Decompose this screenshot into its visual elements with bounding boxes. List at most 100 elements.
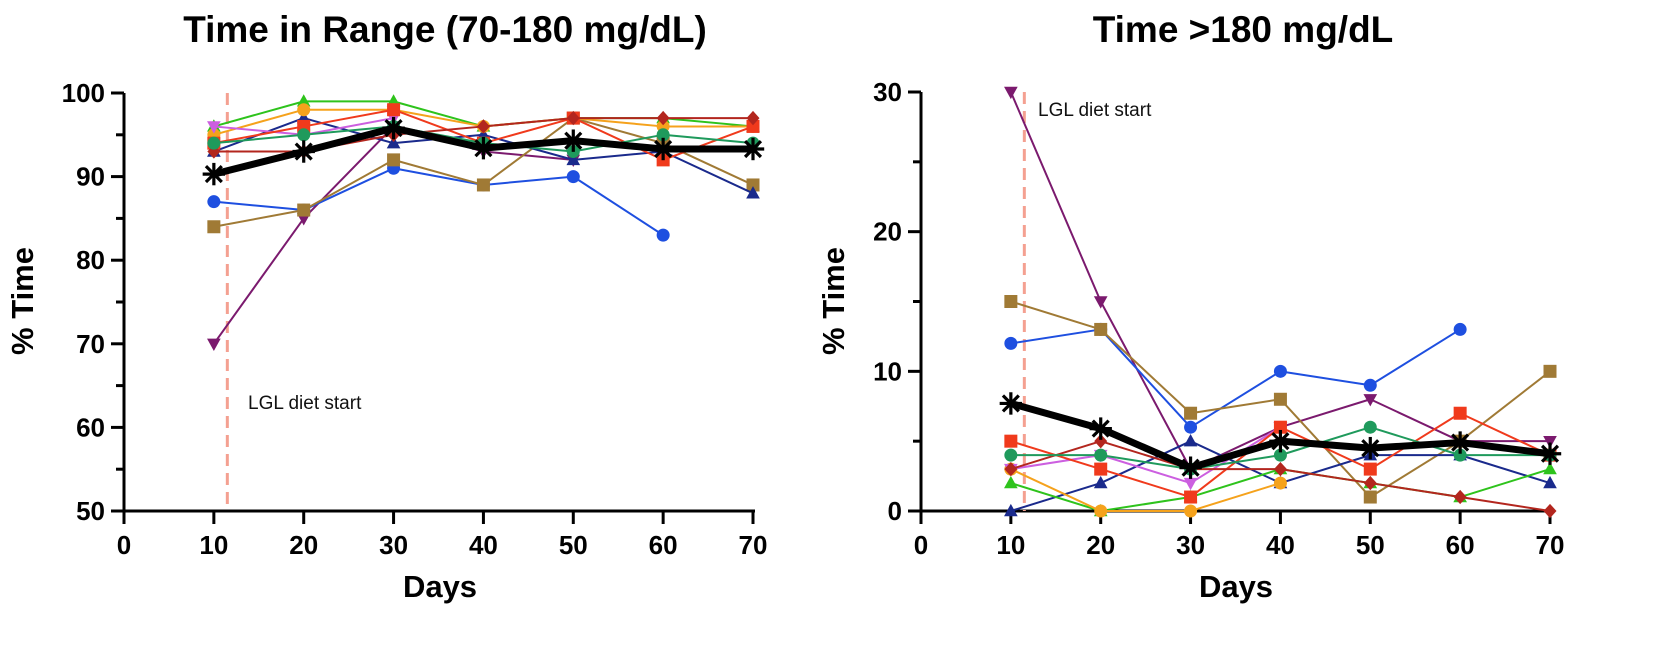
data-point — [1184, 406, 1198, 420]
data-point — [1543, 503, 1557, 519]
data-point — [1363, 475, 1377, 491]
data-point — [207, 338, 221, 351]
data-point — [297, 128, 311, 142]
data-point — [1269, 429, 1292, 453]
y-tick-label: 10 — [873, 356, 902, 386]
data-point — [1093, 475, 1108, 489]
data-point — [741, 137, 765, 161]
series-subject-orange — [1004, 462, 1287, 518]
x-axis-label: Days — [403, 569, 477, 604]
data-point — [1094, 504, 1108, 518]
y-axis-label: % Time — [5, 247, 40, 355]
data-point — [296, 94, 311, 107]
data-point — [297, 103, 311, 117]
x-axis-label: Days — [1199, 569, 1273, 604]
series-line-subject-purple — [1009, 91, 1551, 471]
annotation-lgl-diet-start: LGL diet start — [1038, 100, 1152, 121]
data-point — [1004, 86, 1018, 100]
x-tick-label: 50 — [559, 530, 588, 560]
data-point — [1543, 435, 1557, 449]
data-point — [1004, 434, 1018, 448]
x-tick-label: 30 — [1176, 530, 1205, 560]
chart-title: Time in Range (70-180 mg/dL) — [183, 9, 707, 50]
data-point — [651, 137, 675, 161]
data-point — [656, 110, 670, 126]
data-point — [1273, 448, 1287, 462]
data-point — [1363, 490, 1377, 504]
chart-time-in-range: Time in Range (70-180 mg/dL) % Time Days… — [5, 9, 767, 604]
y-tick-label: 50 — [76, 496, 105, 526]
data-point — [1094, 322, 1108, 336]
data-point — [202, 162, 226, 186]
data-point — [382, 116, 405, 140]
data-point — [1004, 336, 1018, 350]
data-point — [1453, 448, 1467, 462]
data-point — [1363, 378, 1377, 392]
data-point — [1273, 476, 1287, 490]
x-tick-label: 60 — [649, 530, 678, 560]
data-point — [566, 110, 580, 126]
data-point — [387, 103, 401, 117]
data-point — [1184, 420, 1198, 434]
chart-title: Time >180 mg/dL — [1093, 9, 1394, 50]
data-point — [207, 220, 221, 234]
x-tick-label: 10 — [199, 530, 228, 560]
y-axis-label: % Time — [816, 247, 851, 355]
data-point — [746, 119, 760, 133]
series-line-subject-blue — [212, 167, 665, 237]
data-point — [387, 153, 401, 167]
data-point — [1363, 394, 1378, 407]
data-point — [999, 392, 1023, 415]
data-point — [292, 140, 315, 163]
x-tick-label: 40 — [469, 530, 498, 560]
data-point — [1273, 364, 1287, 378]
data-point — [1004, 461, 1018, 477]
data-point — [746, 186, 760, 199]
x-tick-label: 40 — [1266, 530, 1295, 560]
x-tick-label: 60 — [1446, 530, 1475, 560]
x-tick-label: 50 — [1356, 530, 1385, 560]
series-subject-blue — [207, 161, 670, 242]
data-point — [1363, 462, 1377, 476]
data-point — [1543, 364, 1557, 378]
x-tick-label: 20 — [1086, 530, 1115, 560]
data-point — [1184, 504, 1198, 518]
data-point — [1094, 462, 1108, 476]
data-point — [562, 129, 585, 152]
data-point — [1363, 420, 1377, 434]
data-point — [476, 119, 490, 134]
series-line-subject-orange — [1009, 468, 1282, 512]
x-tick-label: 10 — [996, 530, 1025, 560]
data-point — [1543, 475, 1557, 489]
data-point — [1453, 489, 1467, 505]
data-point — [1273, 420, 1287, 434]
series-mean — [202, 116, 765, 186]
data-point — [207, 195, 221, 209]
data-point — [1094, 434, 1108, 449]
x-tick-label: 30 — [379, 530, 408, 560]
data-point — [207, 121, 221, 134]
x-tick-label: 20 — [289, 530, 318, 560]
data-point — [472, 136, 495, 160]
y-tick-label: 0 — [888, 496, 902, 526]
series-line-subject-blue — [1009, 328, 1462, 429]
annotation-lgl-diet-start: LGL diet start — [248, 393, 362, 414]
data-point — [1094, 448, 1108, 462]
y-tick-label: 20 — [873, 217, 902, 247]
data-point — [1448, 431, 1472, 454]
data-point — [476, 178, 490, 192]
x-tick-label: 70 — [739, 530, 768, 560]
series-subject-darkred — [1004, 434, 1557, 519]
data-point — [656, 228, 670, 242]
data-point — [566, 152, 581, 166]
data-point — [1183, 434, 1198, 447]
data-point — [1179, 456, 1202, 479]
data-point — [386, 136, 401, 149]
x-tick-label: 0 — [117, 530, 131, 560]
y-tick-label: 60 — [76, 412, 105, 442]
data-point — [1183, 477, 1198, 491]
data-point — [746, 178, 760, 192]
y-tick-label: 70 — [76, 329, 105, 359]
data-point — [1453, 322, 1467, 336]
